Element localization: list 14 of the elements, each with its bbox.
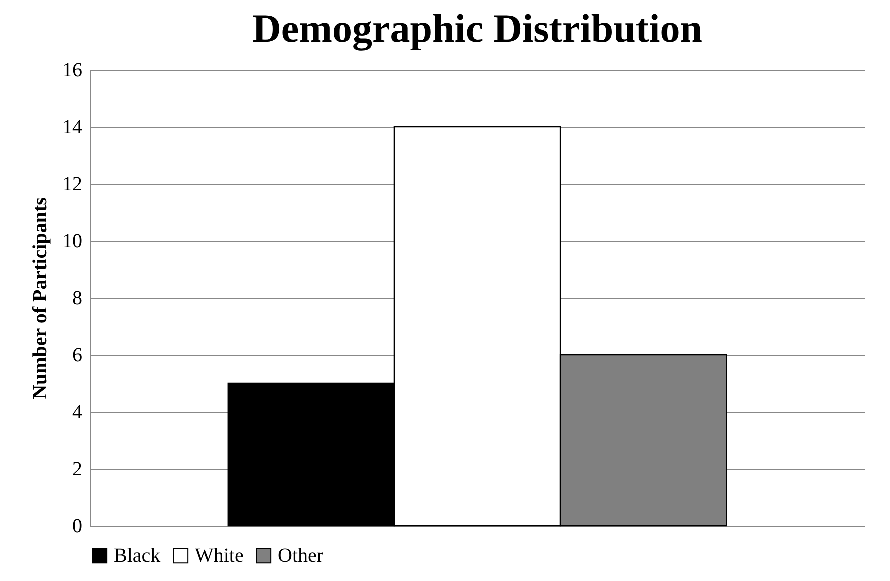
y-tick-label: 4 — [72, 402, 82, 424]
y-tick-label: 10 — [62, 230, 82, 252]
y-tick-label: 12 — [62, 174, 82, 196]
y-tick-label: 16 — [62, 60, 82, 82]
y-tick-label: 6 — [72, 344, 82, 366]
y-tick-label: 0 — [72, 516, 82, 538]
legend-label: White — [195, 545, 244, 567]
legend-label: Other — [278, 545, 324, 567]
legend-label: Black — [114, 545, 161, 567]
chart-title: Demographic Distribution — [252, 6, 702, 51]
y-tick-label: 2 — [72, 458, 82, 480]
y-tick-label: 14 — [62, 116, 82, 138]
y-tick-label: 8 — [72, 288, 82, 310]
y-axis-title: Number of Participants — [30, 197, 52, 400]
